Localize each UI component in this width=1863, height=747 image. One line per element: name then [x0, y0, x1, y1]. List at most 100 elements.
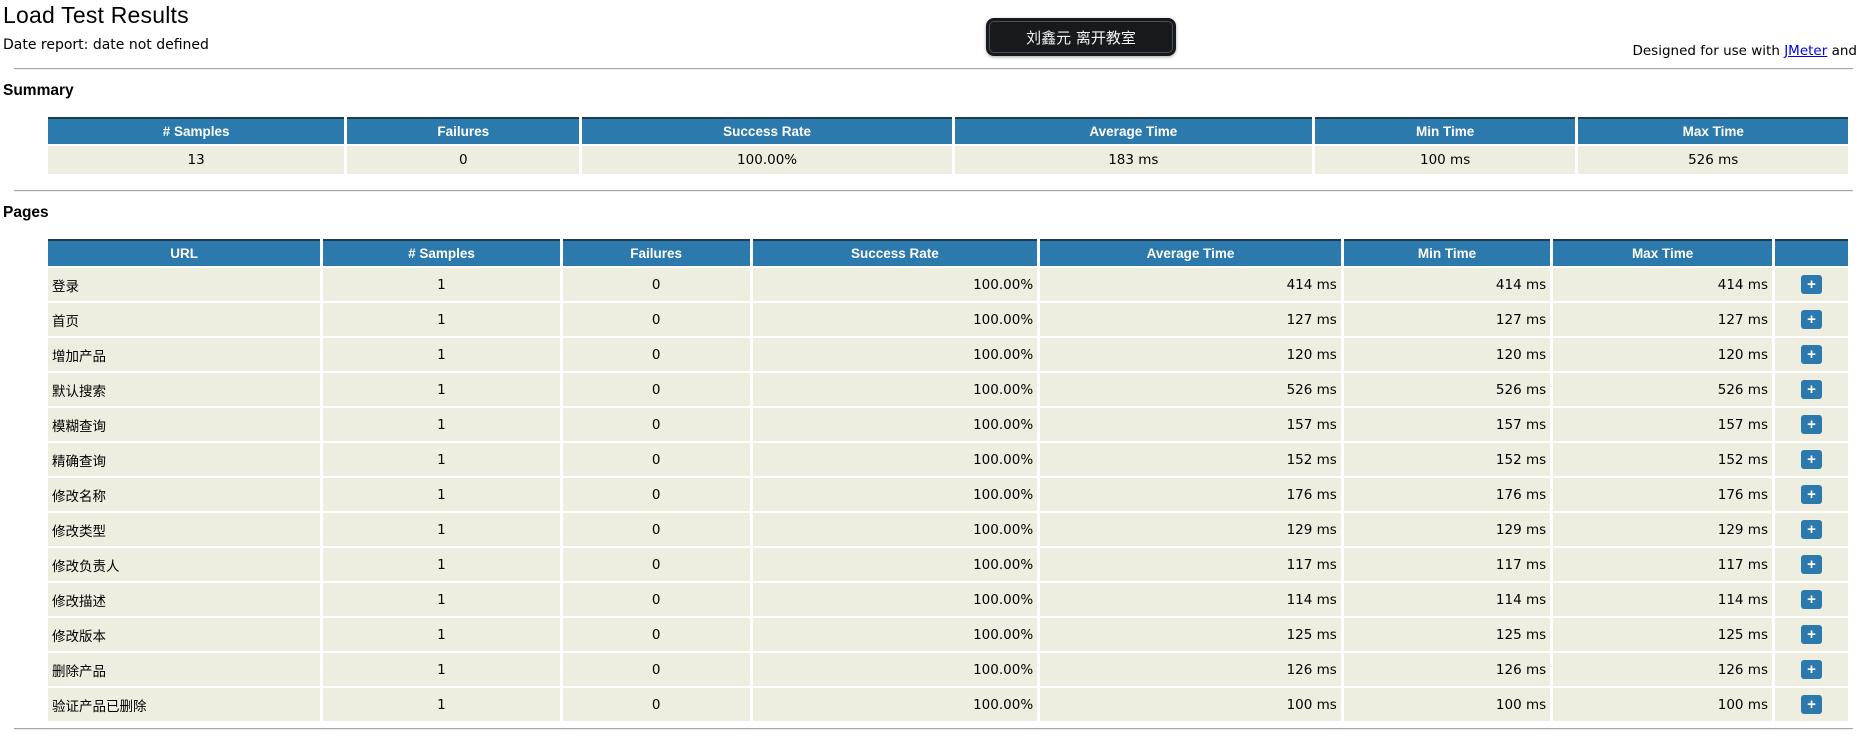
classroom-toast-notification: 刘鑫元 离开教室 [986, 18, 1176, 56]
table-row: 模糊查询 1 0 100.00% 157 ms 157 ms 157 ms + [48, 408, 1848, 441]
page-url: 修改负责人 [48, 548, 321, 581]
pages-col-average-time: Average Time [1040, 239, 1341, 266]
success-rate-value: 100.00% [752, 443, 1038, 476]
page-title: Load Test Results [3, 2, 189, 28]
plus-icon: + [1807, 486, 1816, 503]
failures-value: 0 [562, 513, 750, 546]
success-rate-value: 100.00% [752, 303, 1038, 336]
plus-icon: + [1807, 591, 1816, 608]
divider-top [14, 68, 1853, 70]
samples-value: 1 [323, 443, 560, 476]
expand-row-button[interactable]: + [1800, 310, 1822, 329]
plus-icon: + [1807, 346, 1816, 363]
min-time-value: 176 ms [1343, 478, 1551, 511]
summary-min-time-value: 100 ms [1314, 146, 1576, 174]
page-url: 默认搜索 [48, 373, 321, 406]
expand-row-button[interactable]: + [1800, 380, 1822, 399]
average-time-value: 414 ms [1040, 268, 1341, 301]
expand-row-button[interactable]: + [1800, 450, 1822, 469]
samples-value: 1 [323, 548, 560, 581]
designed-for-line: Designed for use with JMeter and [1632, 43, 1857, 60]
plus-icon: + [1807, 276, 1816, 293]
average-time-value: 157 ms [1040, 408, 1341, 441]
table-row: 验证产品已删除 1 0 100.00% 100 ms 100 ms 100 ms… [48, 688, 1848, 721]
max-time-value: 157 ms [1553, 408, 1772, 441]
pages-header-row: URL # Samples Failures Success Rate Aver… [48, 239, 1848, 266]
max-time-value: 129 ms [1553, 513, 1772, 546]
min-time-value: 120 ms [1343, 338, 1551, 371]
plus-icon: + [1807, 521, 1816, 538]
summary-samples-value: 13 [48, 146, 345, 174]
summary-col-min-time: Min Time [1314, 117, 1576, 144]
expand-row-button[interactable]: + [1800, 345, 1822, 364]
max-time-value: 152 ms [1553, 443, 1772, 476]
expand-row-button[interactable]: + [1800, 625, 1822, 644]
max-time-value: 176 ms [1553, 478, 1772, 511]
average-time-value: 114 ms [1040, 583, 1341, 616]
expand-row-button[interactable]: + [1800, 590, 1822, 609]
expand-row-button[interactable]: + [1800, 485, 1822, 504]
plus-icon: + [1807, 381, 1816, 398]
plus-icon: + [1807, 311, 1816, 328]
min-time-value: 129 ms [1343, 513, 1551, 546]
summary-success-rate-value: 100.00% [582, 146, 952, 174]
pages-col-samples: # Samples [323, 239, 560, 266]
success-rate-value: 100.00% [752, 618, 1038, 651]
average-time-value: 129 ms [1040, 513, 1341, 546]
failures-value: 0 [562, 443, 750, 476]
table-row: 默认搜索 1 0 100.00% 526 ms 526 ms 526 ms + [48, 373, 1848, 406]
page-url: 修改版本 [48, 618, 321, 651]
failures-value: 0 [562, 653, 750, 686]
success-rate-value: 100.00% [752, 653, 1038, 686]
success-rate-value: 100.00% [752, 268, 1038, 301]
plus-icon: + [1807, 696, 1816, 713]
failures-value: 0 [562, 478, 750, 511]
samples-value: 1 [323, 338, 560, 371]
expand-row-button[interactable]: + [1800, 555, 1822, 574]
samples-value: 1 [323, 268, 560, 301]
expand-row-button[interactable]: + [1800, 660, 1822, 679]
summary-average-time-value: 183 ms [954, 146, 1312, 174]
pages-col-failures: Failures [562, 239, 750, 266]
max-time-value: 120 ms [1553, 338, 1772, 371]
table-row: 修改描述 1 0 100.00% 114 ms 114 ms 114 ms + [48, 583, 1848, 616]
toast-text: 刘鑫元 离开教室 [989, 21, 1173, 53]
plus-icon: + [1807, 416, 1816, 433]
expand-row-button[interactable]: + [1800, 695, 1822, 714]
success-rate-value: 100.00% [752, 688, 1038, 721]
min-time-value: 157 ms [1343, 408, 1551, 441]
failures-value: 0 [562, 688, 750, 721]
pages-col-url: URL [48, 239, 321, 266]
page-url: 修改描述 [48, 583, 321, 616]
table-row: 修改负责人 1 0 100.00% 117 ms 117 ms 117 ms + [48, 548, 1848, 581]
max-time-value: 526 ms [1553, 373, 1772, 406]
expand-row-button[interactable]: + [1800, 520, 1822, 539]
date-report-line: Date report: date not defined [3, 37, 209, 53]
page-url: 精确查询 [48, 443, 321, 476]
failures-value: 0 [562, 408, 750, 441]
expand-row-button[interactable]: + [1800, 275, 1822, 294]
samples-value: 1 [323, 688, 560, 721]
average-time-value: 526 ms [1040, 373, 1341, 406]
page-url: 模糊查询 [48, 408, 321, 441]
pages-col-expand [1774, 239, 1848, 266]
samples-value: 1 [323, 478, 560, 511]
summary-table: # Samples Failures Success Rate Average … [45, 115, 1851, 176]
summary-header-row: # Samples Failures Success Rate Average … [48, 117, 1848, 144]
table-row: 登录 1 0 100.00% 414 ms 414 ms 414 ms + [48, 268, 1848, 301]
max-time-value: 114 ms [1553, 583, 1772, 616]
min-time-value: 414 ms [1343, 268, 1551, 301]
pages-col-min-time: Min Time [1343, 239, 1551, 266]
summary-col-samples: # Samples [48, 117, 345, 144]
success-rate-value: 100.00% [752, 373, 1038, 406]
max-time-value: 414 ms [1553, 268, 1772, 301]
table-row: 精确查询 1 0 100.00% 152 ms 152 ms 152 ms + [48, 443, 1848, 476]
jmeter-link[interactable]: JMeter [1784, 43, 1828, 59]
samples-value: 1 [323, 303, 560, 336]
failures-value: 0 [562, 338, 750, 371]
page-url: 删除产品 [48, 653, 321, 686]
expand-row-button[interactable]: + [1800, 415, 1822, 434]
samples-value: 1 [323, 583, 560, 616]
plus-icon: + [1807, 451, 1816, 468]
samples-value: 1 [323, 653, 560, 686]
